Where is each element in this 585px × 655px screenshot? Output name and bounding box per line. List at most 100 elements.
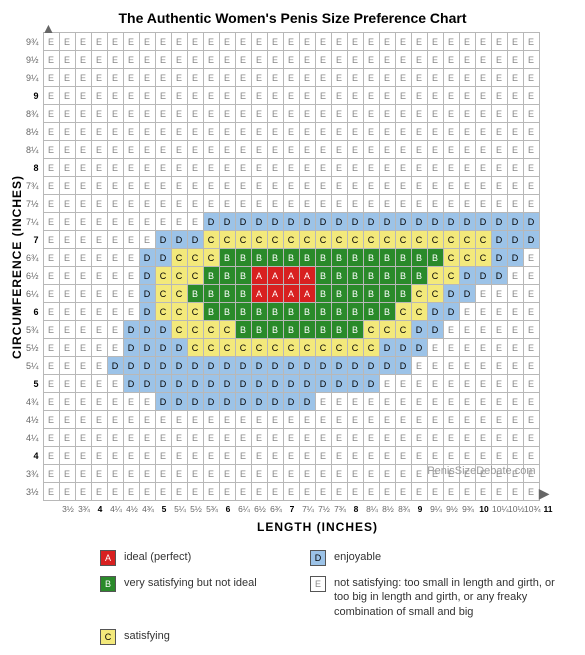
grid-cell: E <box>251 465 267 483</box>
grid-cell: E <box>507 357 523 375</box>
grid-cell: E <box>507 267 523 285</box>
grid-cell: C <box>235 231 251 249</box>
grid-cell: D <box>123 357 139 375</box>
grid-cell: E <box>379 393 395 411</box>
y-tick: 5½ <box>26 339 39 357</box>
grid-cell: B <box>203 267 219 285</box>
grid-cell: D <box>347 375 363 393</box>
grid-cell: E <box>43 447 59 465</box>
grid-cell: E <box>187 141 203 159</box>
grid-cell: D <box>219 213 235 231</box>
y-axis-ticks: 9¾9½9¼98¾8½8¼87¾7½7¼76¾6½6¼65¾5½5¼54¾4½4… <box>26 33 43 501</box>
grid-cell: B <box>379 303 395 321</box>
y-axis-label: CIRCUMFERENCE (INCHES) <box>10 175 24 359</box>
grid-cell: E <box>235 105 251 123</box>
grid-cell: D <box>251 357 267 375</box>
grid-cell: D <box>283 213 299 231</box>
grid-cell: E <box>155 177 171 195</box>
grid-cell: D <box>299 357 315 375</box>
grid-cell: E <box>507 69 523 87</box>
grid-cell: E <box>443 393 459 411</box>
grid-cell: E <box>507 411 523 429</box>
grid-cell: B <box>331 285 347 303</box>
grid-cell: D <box>187 357 203 375</box>
grid-cell: E <box>219 141 235 159</box>
grid-cell: E <box>267 195 283 213</box>
grid-cell: E <box>331 465 347 483</box>
grid-cell: E <box>459 51 475 69</box>
grid-cell: E <box>219 195 235 213</box>
grid-cell: E <box>299 87 315 105</box>
grid-cell: E <box>171 69 187 87</box>
grid-cell: A <box>283 285 299 303</box>
grid-cell: E <box>347 195 363 213</box>
grid-cell: E <box>155 483 171 501</box>
grid-cell: E <box>75 249 91 267</box>
grid-cell: E <box>219 123 235 141</box>
grid-cell: E <box>43 213 59 231</box>
grid-cell: E <box>507 159 523 177</box>
grid-cell: E <box>347 123 363 141</box>
grid-cell: E <box>491 303 507 321</box>
grid-cell: E <box>523 51 539 69</box>
grid-cell: E <box>491 375 507 393</box>
grid-cell: D <box>443 285 459 303</box>
grid-cell: C <box>171 249 187 267</box>
grid-cell: E <box>283 195 299 213</box>
grid-cell: E <box>139 465 155 483</box>
legend-item: Bvery satisfying but not ideal <box>100 576 300 619</box>
grid-cell: E <box>379 123 395 141</box>
y-tick: 5¼ <box>26 357 39 375</box>
grid-cell: E <box>363 69 379 87</box>
grid-cell: E <box>107 177 123 195</box>
y-tick: 6¾ <box>26 249 39 267</box>
grid-cell: E <box>299 105 315 123</box>
grid-cell: E <box>123 195 139 213</box>
grid-cell: D <box>443 303 459 321</box>
grid-cell: E <box>299 159 315 177</box>
legend-label: satisfying <box>124 629 170 643</box>
grid-cell: E <box>235 123 251 141</box>
grid-cell: B <box>331 249 347 267</box>
grid-cell: E <box>43 141 59 159</box>
x-tick: 7 <box>284 504 300 514</box>
grid-cell: C <box>187 321 203 339</box>
grid-cell: E <box>59 159 75 177</box>
grid-cell: E <box>459 33 475 51</box>
x-tick: 4¾ <box>140 504 156 514</box>
grid-cell: E <box>43 87 59 105</box>
grid-cell: B <box>299 321 315 339</box>
grid-cell: E <box>427 375 443 393</box>
grid-cell: E <box>395 195 411 213</box>
grid-cell: B <box>267 303 283 321</box>
grid-cell: E <box>91 267 107 285</box>
grid-cell: E <box>427 429 443 447</box>
grid-cell: C <box>171 321 187 339</box>
grid-cell: E <box>523 159 539 177</box>
grid-cell: D <box>459 213 475 231</box>
grid-cell: C <box>427 285 443 303</box>
grid-cell: E <box>139 141 155 159</box>
grid-cell: E <box>475 375 491 393</box>
grid-cell: E <box>91 159 107 177</box>
grid-cell: E <box>235 33 251 51</box>
grid-cell: E <box>75 303 91 321</box>
grid-cell: E <box>107 69 123 87</box>
grid-cell: E <box>107 375 123 393</box>
x-tick: 3½ <box>60 504 76 514</box>
grid-cell: E <box>315 87 331 105</box>
grid-cell: E <box>459 411 475 429</box>
grid-cell: B <box>363 285 379 303</box>
grid-cell: E <box>59 177 75 195</box>
grid-cell: B <box>299 249 315 267</box>
grid-cell: E <box>43 51 59 69</box>
grid-cell: E <box>75 267 91 285</box>
grid-cell: E <box>299 51 315 69</box>
grid-cell: D <box>139 375 155 393</box>
grid-cell: E <box>347 87 363 105</box>
y-tick: 8½ <box>26 123 39 141</box>
grid-cell: D <box>395 213 411 231</box>
grid-cell: E <box>203 33 219 51</box>
grid-cell: E <box>459 447 475 465</box>
grid-cell: D <box>203 393 219 411</box>
